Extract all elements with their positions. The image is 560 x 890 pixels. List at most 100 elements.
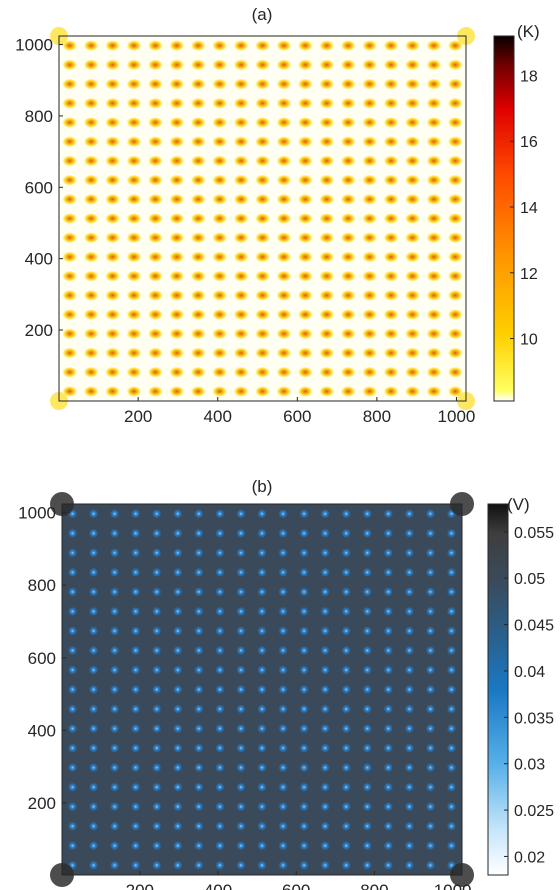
cool-spot	[320, 704, 330, 714]
cool-spot	[383, 762, 393, 773]
cool-spot	[425, 802, 436, 812]
hot-spot	[448, 117, 463, 128]
hot-spot	[105, 289, 120, 301]
hot-spot	[62, 251, 77, 263]
hot-spot	[340, 97, 356, 109]
hot-spot	[190, 251, 206, 263]
hot-spot	[405, 78, 420, 90]
cool-spot	[446, 587, 457, 597]
cool-spot	[131, 665, 141, 675]
panel-a-colorbar-scale	[493, 35, 515, 402]
hot-spot	[126, 174, 142, 186]
cool-spot	[278, 743, 288, 753]
cool-spot	[173, 743, 183, 753]
cool-spot	[383, 528, 393, 538]
cool-spot	[131, 587, 141, 597]
hot-spot	[426, 213, 442, 224]
cool-spot	[194, 626, 204, 636]
cool-spot	[194, 645, 204, 656]
cool-spot	[131, 762, 141, 773]
cool-spot	[67, 821, 78, 831]
hot-spot	[276, 78, 292, 90]
cool-spot	[383, 821, 393, 831]
hot-spot	[362, 232, 377, 244]
cool-spot	[446, 841, 457, 851]
hot-spot	[340, 174, 356, 186]
cool-spot	[215, 762, 225, 773]
cool-spot	[278, 860, 288, 870]
hot-spot	[105, 232, 120, 244]
hot-spot	[233, 232, 249, 244]
cool-spot	[257, 509, 267, 519]
cool-spot	[404, 645, 414, 656]
cool-spot	[362, 528, 372, 538]
cool-spot	[173, 841, 183, 851]
cool-spot	[341, 782, 351, 792]
cool-spot	[362, 704, 372, 714]
cool-spot	[194, 665, 204, 675]
cool-spot	[425, 626, 436, 636]
hot-spot	[383, 78, 399, 90]
hot-spot	[105, 136, 120, 148]
hot-spot	[83, 155, 99, 167]
hot-spot	[169, 232, 185, 244]
cool-spot	[257, 723, 267, 734]
cool-spot	[194, 743, 204, 753]
hot-spot	[448, 328, 463, 340]
cool-spot	[320, 528, 330, 538]
cool-spot	[152, 704, 162, 714]
cool-spot	[67, 528, 78, 538]
hot-spot	[319, 309, 335, 320]
hot-spot	[448, 155, 463, 167]
hot-spot	[233, 289, 249, 301]
cool-spot	[110, 626, 120, 636]
cool-spot	[362, 762, 372, 773]
hot-spot	[62, 347, 77, 359]
cool-spot	[299, 841, 309, 851]
cool-spot	[131, 509, 141, 519]
cool-spot	[362, 723, 372, 734]
hot-spot	[169, 193, 185, 205]
hot-spot	[362, 251, 377, 263]
cool-spot	[88, 645, 99, 656]
hot-spot	[448, 174, 463, 186]
hot-spot	[83, 347, 99, 359]
hot-spot	[255, 386, 270, 397]
cool-spot	[278, 528, 288, 538]
cool-spot	[173, 645, 183, 656]
cool-spot	[215, 860, 225, 870]
cool-spot	[173, 509, 183, 519]
hot-spot	[405, 251, 420, 263]
hot-spot	[362, 117, 377, 128]
hot-spot	[340, 59, 356, 71]
cool-spot	[383, 723, 393, 734]
hot-spot	[148, 213, 163, 224]
cool-spot	[299, 548, 309, 558]
cool-spot	[67, 626, 78, 636]
cool-spot	[320, 587, 330, 597]
hot-spot	[276, 174, 292, 186]
cool-spot	[236, 587, 246, 597]
hot-spot	[426, 136, 442, 148]
hot-spot	[255, 347, 270, 359]
hot-spot	[319, 59, 335, 71]
cool-spot	[152, 587, 162, 597]
x-tick-label: 200	[124, 407, 152, 426]
hot-spot	[383, 59, 399, 71]
hot-spot	[190, 40, 206, 51]
cool-spot	[362, 802, 372, 812]
cool-spot	[257, 626, 267, 636]
hot-spot	[319, 289, 335, 301]
cool-spot	[404, 762, 414, 773]
cool-spot	[383, 587, 393, 597]
hot-spot	[105, 386, 120, 397]
hot-spot	[426, 174, 442, 186]
hot-spot	[126, 289, 142, 301]
cool-spot	[152, 821, 162, 831]
cool-spot	[404, 567, 414, 577]
hot-spot	[105, 270, 120, 282]
cool-spot	[152, 684, 162, 695]
hot-spot	[276, 270, 292, 282]
x-tick-label: 400	[204, 407, 232, 426]
hot-spot	[148, 78, 163, 90]
